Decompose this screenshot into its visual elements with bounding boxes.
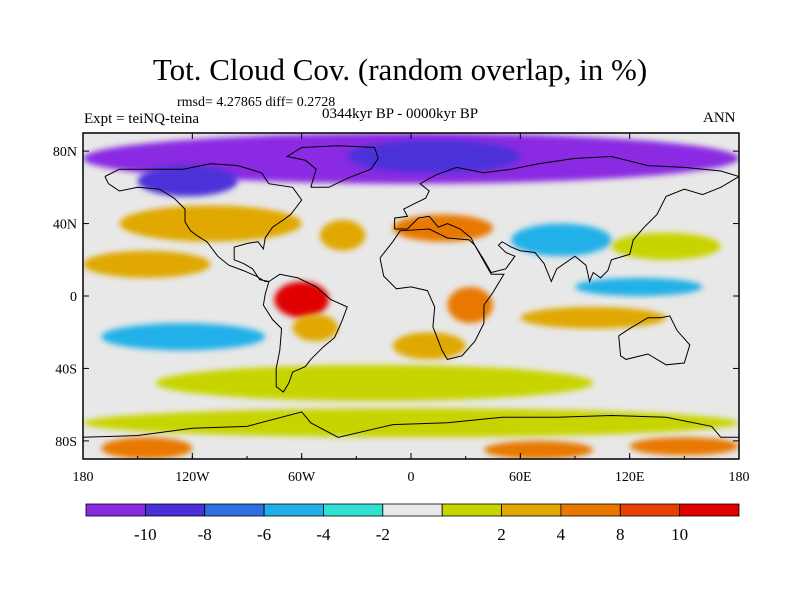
- colorbar-swatch: [85, 503, 146, 517]
- anomaly-region: [155, 364, 594, 402]
- coastline-eurasia: [394, 155, 739, 284]
- coastline-greenland: [285, 145, 379, 188]
- lon-tick-label: 0: [408, 470, 415, 485]
- lat-tick-label: 40S: [55, 362, 77, 377]
- colorbar-label: -2: [376, 525, 390, 544]
- lat-tick-label: 80S: [55, 435, 77, 450]
- anomaly-region: [575, 277, 703, 297]
- lat-tick-label: 40N: [53, 218, 77, 233]
- anomaly-region: [483, 440, 594, 459]
- anomaly-region: [347, 140, 521, 173]
- season-label: ANN: [703, 110, 736, 126]
- lon-tick-label: 180: [73, 470, 94, 485]
- lon-tick-label: 180: [729, 470, 750, 485]
- colorbar-label: -4: [316, 525, 331, 544]
- colorbar-swatch: [560, 503, 621, 517]
- colorbar-swatch: [204, 503, 265, 517]
- colorbar: -10 -8 -6 -4 -2 2 4 8 10: [85, 503, 740, 544]
- anomaly-region: [101, 323, 266, 351]
- period-label: 0344kyr BP - 0000kyr BP: [322, 106, 479, 122]
- colorbar-swatch: [144, 503, 206, 517]
- map-plot-area: [83, 133, 739, 459]
- coastline-antarctica: [83, 411, 739, 438]
- anomaly-region: [511, 223, 612, 257]
- anomaly-region: [274, 281, 329, 318]
- colorbar-label: 2: [497, 525, 506, 544]
- colorbar-swatch: [619, 503, 681, 517]
- colorbar-swatch: [323, 503, 384, 517]
- colorbar-label: 4: [557, 525, 566, 544]
- coastline-south-america: [262, 273, 348, 393]
- lon-tick-label: 60E: [509, 470, 532, 485]
- colorbar-label: -6: [257, 525, 271, 544]
- experiment-label: Expt = teiNQ-teina: [84, 111, 200, 127]
- coastline-australia: [618, 315, 691, 366]
- anomaly-region: [319, 219, 366, 251]
- anomaly-region: [83, 408, 739, 438]
- colorbar-swatch: [441, 503, 502, 517]
- colorbar-swatch: [501, 503, 562, 517]
- colorbar-label: 10: [671, 525, 688, 544]
- colorbar-label: 8: [616, 525, 625, 544]
- coastline-africa: [379, 228, 505, 360]
- anomaly-region: [83, 250, 211, 278]
- coastlines: [83, 145, 739, 438]
- anomaly-field: [83, 133, 739, 459]
- colorbar-label: -8: [198, 525, 212, 544]
- colorbar-swatch: [382, 503, 443, 517]
- anomaly-region: [392, 332, 466, 360]
- lon-tick-label: 120E: [615, 470, 645, 485]
- coastline-north-america: [104, 163, 303, 282]
- colorbar-swatch: [679, 503, 740, 517]
- colorbar-swatch: [263, 503, 324, 517]
- lat-tick-label: 0: [70, 290, 77, 305]
- lon-tick-label: 120W: [175, 470, 210, 485]
- anomaly-region: [292, 314, 339, 342]
- lat-tick-label: 80N: [53, 145, 77, 160]
- anomaly-region: [137, 165, 238, 197]
- anomaly-region: [611, 232, 721, 260]
- anomaly-region: [629, 437, 739, 456]
- lon-tick-label: 60W: [288, 470, 316, 485]
- colorbar-label: -10: [134, 525, 157, 544]
- plot-title: Tot. Cloud Cov. (random overlap, in %): [152, 52, 648, 87]
- anomaly-region: [447, 286, 493, 324]
- anomaly-region: [520, 306, 667, 329]
- stats-label: rmsd= 4.27865 diff= 0.2728: [177, 95, 336, 110]
- map-axes: 180 120W 60W 0 60E 120E 180 80N 40N 0 40S 80S: [53, 132, 750, 485]
- anomaly-region: [119, 205, 302, 242]
- anomaly-region: [101, 437, 193, 459]
